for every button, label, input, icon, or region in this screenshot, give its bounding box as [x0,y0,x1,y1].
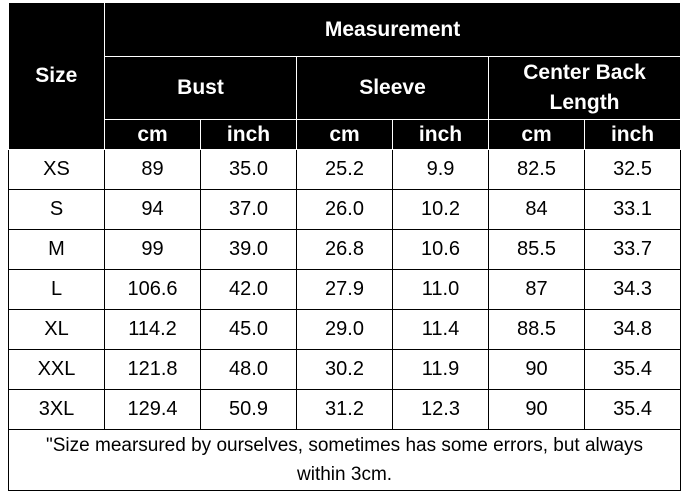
value-cell: 88.5 [488,309,585,350]
value-cell: 94 [104,189,201,230]
group-header: Bust [104,56,297,120]
value-cell: 25.2 [296,149,393,190]
unit-header: cm [488,119,585,150]
size-cell: L [8,269,105,310]
size-header: Size [8,3,105,150]
value-cell: 90 [488,349,585,390]
value-cell: 27.9 [296,269,393,310]
unit-row: cm inch cm inch cm inch [9,119,682,150]
measurement-header: Measurement [104,3,682,57]
value-cell: 84 [488,189,585,230]
table-row: XXL 121.8 48.0 30.2 11.9 90 35.4 [8,349,682,390]
value-cell: 50.9 [200,389,297,430]
unit-header: cm [104,119,201,150]
unit-header: inch [584,119,682,150]
value-cell: 35.0 [200,149,297,190]
size-cell: 3XL [8,389,105,430]
value-cell: 37.0 [200,189,297,230]
value-cell: 129.4 [104,389,201,430]
value-cell: 26.0 [296,189,393,230]
size-cell: XXL [8,349,105,390]
value-cell: 31.2 [296,389,393,430]
note: "Size mearsured by ourselves, sometimes … [7,429,682,491]
value-cell: 89 [104,149,201,190]
value-cell: 30.2 [296,349,393,390]
value-cell: 42.0 [200,269,297,310]
size-cell: XL [8,309,105,350]
value-cell: 90 [488,389,585,430]
value-cell: 45.0 [200,309,297,350]
value-cell: 48.0 [200,349,297,390]
value-cell: 11.4 [392,309,489,350]
value-cell: 11.9 [392,349,489,390]
group-label: Center Back Length [523,61,646,114]
unit-header: inch [392,119,489,150]
group-header: Center Back Length [488,56,682,120]
value-cell: 9.9 [392,149,489,190]
table-body: XS 89 35.0 25.2 9.9 82.5 32.5 S 94 37.0 26.0 10.2 84… [7,149,682,491]
value-cell: 34.8 [583,309,682,350]
size-table: Size Measurement Bust Sleeve Center Back L… [7,3,682,491]
note-row: "Size mearsured by ourselves, sometimes … [7,429,682,491]
table-row: 3XL 129.4 50.9 31.2 12.3 90 35.4 [8,389,682,430]
value-cell: 106.6 [104,269,201,310]
table-row: XL 114.2 45.0 29.0 11.4 88.5 34.8 [8,309,682,350]
unit-header: cm [296,119,393,150]
group-label: Sleeve [359,76,426,99]
group-header: Sleeve [296,56,489,120]
value-cell: 11.0 [392,269,489,310]
value-cell: 82.5 [488,149,585,190]
header-row: Size Measurement [8,3,682,150]
table-row: XS 89 35.0 25.2 9.9 82.5 32.5 [8,149,682,190]
value-cell: 39.0 [200,229,297,270]
unit-header: inch [200,119,297,150]
value-cell: 29.0 [296,309,393,350]
value-cell: 87 [488,269,585,310]
value-cell: 114.2 [104,309,201,350]
table-header: Size Measurement Bust Sleeve Center Back L… [8,3,682,150]
value-cell: 32.5 [583,149,682,190]
group-label: Bust [177,76,224,99]
size-cell: XS [8,149,105,190]
size-cell: M [8,229,105,270]
value-cell: 33.1 [583,189,682,230]
value-cell: 12.3 [392,389,489,430]
value-cell: 35.4 [583,349,682,390]
table-row: S 94 37.0 26.0 10.2 84 33.1 [8,189,682,230]
size-cell: S [8,189,105,230]
value-cell: 10.2 [392,189,489,230]
table-row: M 99 39.0 26.8 10.6 85.5 33.7 [8,229,682,270]
value-cell: 121.8 [104,349,201,390]
value-cell: 33.7 [583,229,682,270]
value-cell: 34.3 [583,269,682,310]
table-row: L 106.6 42.0 27.9 11.0 87 34.3 [8,269,682,310]
value-cell: 10.6 [392,229,489,270]
value-cell: 99 [104,229,201,270]
value-cell: 26.8 [296,229,393,270]
value-cell: 35.4 [583,389,682,430]
value-cell: 85.5 [488,229,585,270]
group-row: Bust Sleeve Center Back Length [9,56,682,120]
